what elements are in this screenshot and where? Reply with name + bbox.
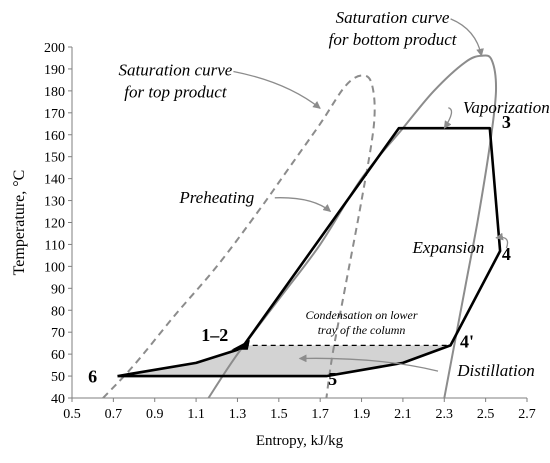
series-cycle xyxy=(117,126,502,378)
y-tick-label: 70 xyxy=(51,326,65,341)
y-tick-label: 80 xyxy=(51,304,65,319)
y-tick-label: 130 xyxy=(44,195,65,210)
series-bottom-saturation xyxy=(207,54,498,399)
annotation-text: Saturation curve xyxy=(119,61,233,80)
x-tick-label: 2.5 xyxy=(477,407,495,422)
distillation-region xyxy=(117,345,451,377)
point-label: 4' xyxy=(460,332,474,352)
point-1-2-marker xyxy=(231,339,250,350)
region-layer xyxy=(117,345,451,377)
x-tick-label: 2.3 xyxy=(436,407,454,422)
y-tick-label: 60 xyxy=(51,348,65,363)
annotation-text: Preheating xyxy=(178,188,254,207)
y-tick-label: 180 xyxy=(44,85,65,100)
x-tick-label: 0.9 xyxy=(146,407,164,422)
y-tick-label: 100 xyxy=(44,260,65,275)
point-label: 5 xyxy=(328,369,337,389)
annotation-text: Vaporization xyxy=(463,98,550,117)
x-tick-label: 1.5 xyxy=(270,407,288,422)
point-label: 6 xyxy=(88,367,97,387)
y-tick-label: 160 xyxy=(44,129,65,144)
annotation-leader xyxy=(443,107,453,129)
point-labels-layer: 1–2 3 4 4' 5 6 xyxy=(88,112,511,389)
x-tick-label: 1.3 xyxy=(229,407,247,422)
annotation-leader xyxy=(298,354,439,372)
annotations-layer: Saturation curve for bottom product Satura… xyxy=(119,8,550,380)
point-label: 1–2 xyxy=(201,325,228,345)
x-tick-label: 1.1 xyxy=(187,407,205,422)
y-axis-title: Temperature, °C xyxy=(11,170,28,276)
y-tick-label: 170 xyxy=(44,107,65,122)
y-tick-label: 50 xyxy=(51,370,65,385)
x-tick-label: 1.9 xyxy=(353,407,371,422)
annotation-text: for top product xyxy=(124,83,228,102)
series-layer xyxy=(102,54,502,399)
y-tick-label: 90 xyxy=(51,282,65,297)
y-tick-label: 190 xyxy=(44,63,65,78)
annotation-leader xyxy=(274,197,332,212)
x-tick-label: 0.5 xyxy=(63,407,81,422)
y-tick-label: 150 xyxy=(44,151,65,166)
x-tick-label: 2.7 xyxy=(518,407,536,422)
y-tick-label: 110 xyxy=(45,238,65,253)
y-tick-label: 200 xyxy=(44,41,65,56)
annotation-text: Expansion xyxy=(412,238,485,257)
point-label: 3 xyxy=(502,112,511,132)
annotation-text: Condensation on lower xyxy=(306,308,418,322)
annotation-text: Distillation xyxy=(456,361,534,380)
series-top-saturation xyxy=(102,74,376,399)
annotation-text: tray of the column xyxy=(318,323,406,337)
x-tick-label: 2.1 xyxy=(394,407,412,422)
x-tick-label: 1.7 xyxy=(311,407,329,422)
y-tick-label: 140 xyxy=(44,173,65,188)
annotation-leader xyxy=(495,232,509,249)
x-axis-title: Entropy, kJ/kg xyxy=(256,433,344,449)
point-label: 4 xyxy=(502,244,511,264)
annotation-leader xyxy=(450,18,484,57)
y-tick-label: 40 xyxy=(51,392,65,407)
annotation-text: for bottom product xyxy=(329,30,458,49)
annotation-text: Saturation curve xyxy=(336,8,450,27)
y-tick-label: 120 xyxy=(44,217,65,232)
axes: 0.5 0.7 0.9 1.1 1.3 1.5 1.7 1.9 2.1 2.3 2.5 2.7 40 50… xyxy=(11,41,536,449)
x-tick-label: 0.7 xyxy=(105,407,123,422)
annotation-leader xyxy=(233,70,321,109)
